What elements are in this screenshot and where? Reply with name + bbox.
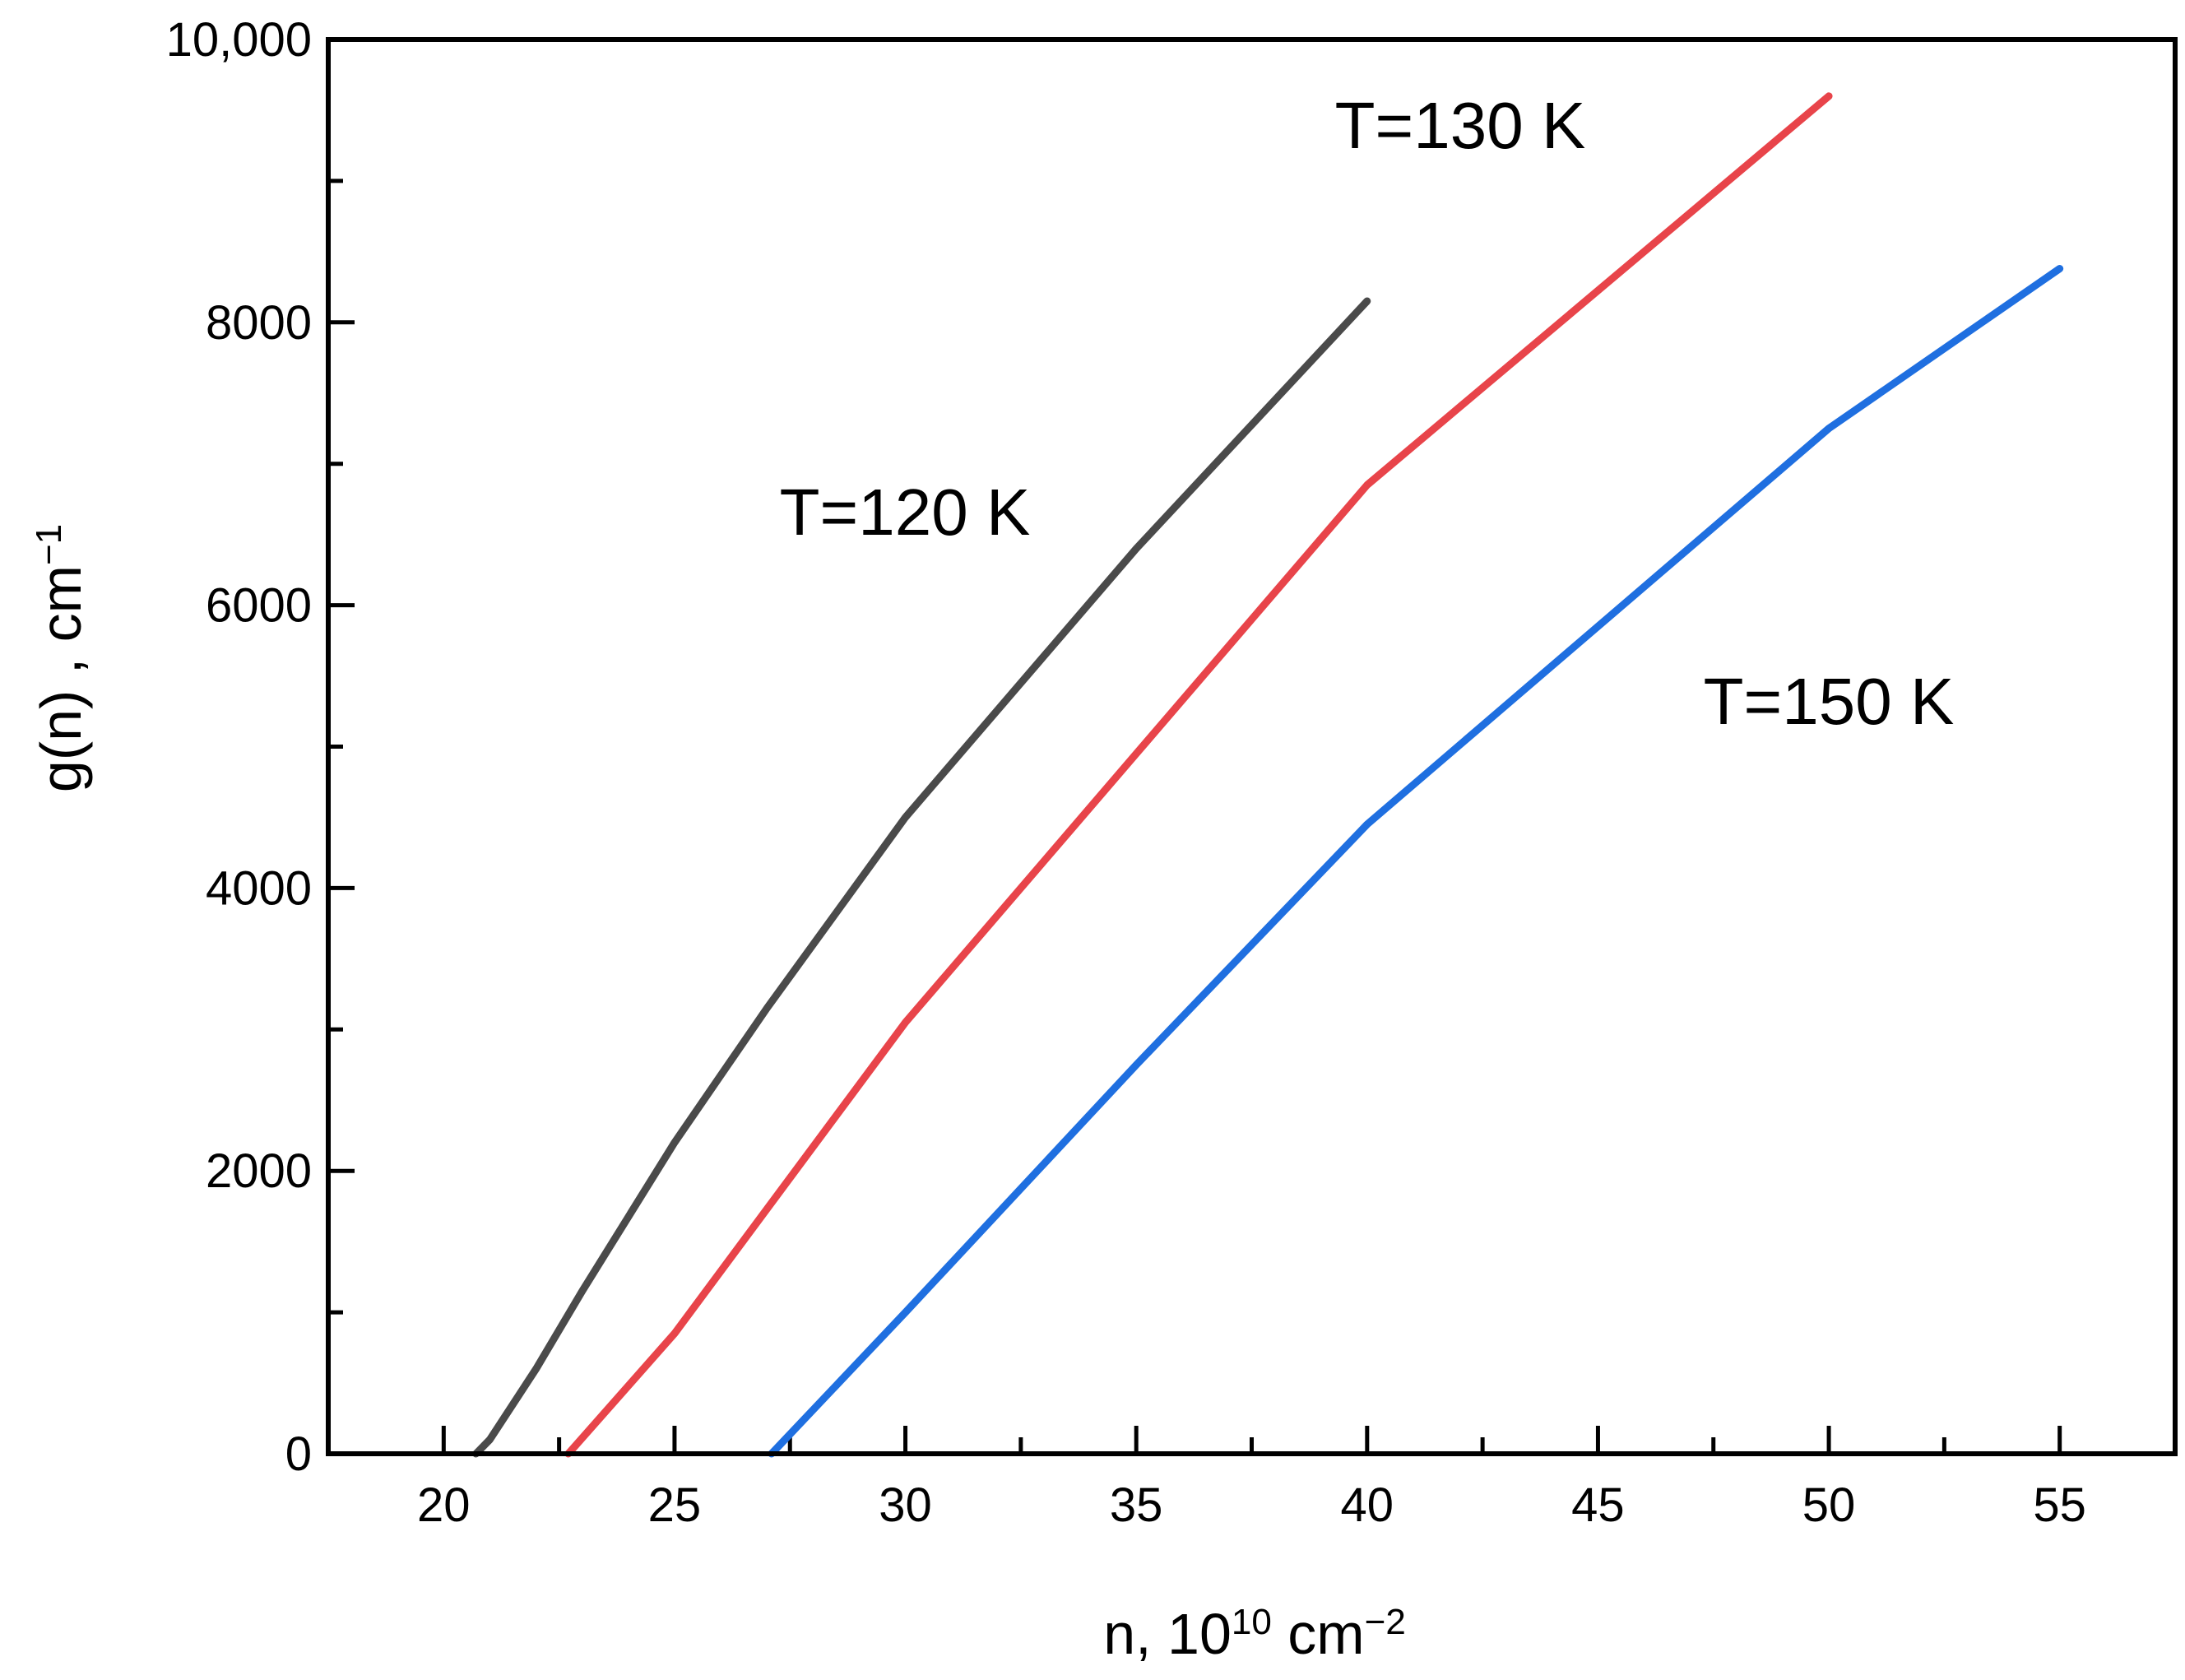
y-tick-label: 0: [285, 1427, 312, 1481]
x-tick-label: 20: [417, 1478, 471, 1532]
major-ticks: [328, 37, 2062, 1456]
y-axis-title-base: g(n) , cm: [29, 565, 93, 792]
series-label-t150: T=150 K: [1704, 665, 1955, 738]
x-tick-label: 30: [879, 1478, 932, 1532]
y-tick-label: 8000: [206, 296, 312, 350]
x-axis-title-unit: cm: [1272, 1602, 1365, 1666]
y-tick-label: 4000: [206, 861, 312, 915]
series-label-t130: T=130 K: [1335, 89, 1586, 162]
y-tick-label: 6000: [206, 579, 312, 633]
x-tick-label: 55: [2033, 1478, 2086, 1532]
series-label-t120: T=120 K: [780, 476, 1031, 549]
x-tick-label: 40: [1341, 1478, 1394, 1532]
y-axis-title-exponent: −1: [29, 524, 69, 565]
series-line-120k: [472, 297, 1371, 1458]
series-line-130k: [564, 92, 1833, 1458]
x-tick-label: 25: [648, 1478, 702, 1532]
y-tick-label: 2000: [206, 1144, 312, 1198]
series-lines: [472, 92, 2064, 1458]
series-line-150k: [768, 265, 2064, 1458]
x-tick-label: 50: [1802, 1478, 1856, 1532]
minor-ticks: [328, 179, 1946, 1454]
y-tick-label: 10,000: [166, 13, 312, 67]
x-axis-title-exponent: 10: [1232, 1602, 1272, 1642]
x-tick-label: 45: [1571, 1478, 1625, 1532]
x-axis-title-unit-exponent: −2: [1365, 1602, 1406, 1642]
plot-frame: [326, 37, 2178, 1456]
x-axis-title: n, 1010 cm−2: [1103, 1602, 1406, 1667]
x-axis-title-base: n, 10: [1103, 1602, 1232, 1666]
tick-labels: 20 25 30 35 40 45 50 55 0 2000 4000 6000 8000 10,000: [166, 13, 2086, 1532]
y-axis-title: g(n) , cm−1: [29, 524, 94, 792]
x-tick-label: 35: [1110, 1478, 1163, 1532]
